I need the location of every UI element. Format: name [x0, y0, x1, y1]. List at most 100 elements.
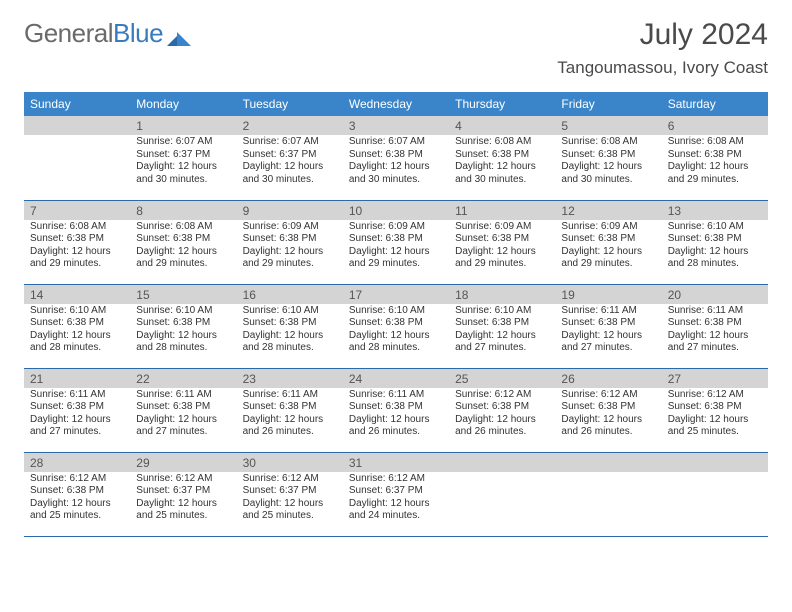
- calendar-day-cell: 13Sunrise: 6:10 AMSunset: 6:38 PMDayligh…: [662, 200, 768, 284]
- weekday-header: Friday: [555, 92, 661, 116]
- day-number: 30: [237, 453, 343, 472]
- day-number: 2: [237, 116, 343, 135]
- calendar-day-cell: 26Sunrise: 6:12 AMSunset: 6:38 PMDayligh…: [555, 368, 661, 452]
- weekday-header: Monday: [130, 92, 236, 116]
- day-details: Sunrise: 6:11 AMSunset: 6:38 PMDaylight:…: [343, 388, 449, 441]
- calendar-day-cell: 4Sunrise: 6:08 AMSunset: 6:38 PMDaylight…: [449, 116, 555, 200]
- calendar-day-cell: 27Sunrise: 6:12 AMSunset: 6:38 PMDayligh…: [662, 368, 768, 452]
- day-details: Sunrise: 6:08 AMSunset: 6:38 PMDaylight:…: [130, 220, 236, 273]
- day-details: Sunrise: 6:10 AMSunset: 6:38 PMDaylight:…: [662, 220, 768, 273]
- day-number: 23: [237, 369, 343, 388]
- day-details: Sunrise: 6:11 AMSunset: 6:38 PMDaylight:…: [24, 388, 130, 441]
- day-details: Sunrise: 6:10 AMSunset: 6:38 PMDaylight:…: [130, 304, 236, 357]
- day-details: Sunrise: 6:09 AMSunset: 6:38 PMDaylight:…: [555, 220, 661, 273]
- day-number: 21: [24, 369, 130, 388]
- day-details: Sunrise: 6:12 AMSunset: 6:37 PMDaylight:…: [343, 472, 449, 525]
- day-number: 11: [449, 201, 555, 220]
- calendar-week-row: 14Sunrise: 6:10 AMSunset: 6:38 PMDayligh…: [24, 284, 768, 368]
- calendar-day-cell: 24Sunrise: 6:11 AMSunset: 6:38 PMDayligh…: [343, 368, 449, 452]
- weekday-header: Thursday: [449, 92, 555, 116]
- calendar-day-cell: 29Sunrise: 6:12 AMSunset: 6:37 PMDayligh…: [130, 452, 236, 536]
- day-number: 12: [555, 201, 661, 220]
- calendar-day-cell: 22Sunrise: 6:11 AMSunset: 6:38 PMDayligh…: [130, 368, 236, 452]
- day-number: 28: [24, 453, 130, 472]
- location: Tangoumassou, Ivory Coast: [557, 58, 768, 78]
- calendar-day-cell: 28Sunrise: 6:12 AMSunset: 6:38 PMDayligh…: [24, 452, 130, 536]
- weekday-header: Tuesday: [237, 92, 343, 116]
- calendar-day-cell: [555, 452, 661, 536]
- day-number: 9: [237, 201, 343, 220]
- day-details: Sunrise: 6:08 AMSunset: 6:38 PMDaylight:…: [555, 135, 661, 188]
- calendar-day-cell: 30Sunrise: 6:12 AMSunset: 6:37 PMDayligh…: [237, 452, 343, 536]
- day-number: 24: [343, 369, 449, 388]
- weekday-header: Saturday: [662, 92, 768, 116]
- day-details: Sunrise: 6:12 AMSunset: 6:37 PMDaylight:…: [237, 472, 343, 525]
- day-details: Sunrise: 6:11 AMSunset: 6:38 PMDaylight:…: [555, 304, 661, 357]
- day-number: 29: [130, 453, 236, 472]
- calendar-day-cell: 2Sunrise: 6:07 AMSunset: 6:37 PMDaylight…: [237, 116, 343, 200]
- day-number: 27: [662, 369, 768, 388]
- logo-mark-icon: [167, 24, 193, 44]
- day-details: Sunrise: 6:07 AMSunset: 6:37 PMDaylight:…: [237, 135, 343, 188]
- calendar-day-cell: 6Sunrise: 6:08 AMSunset: 6:38 PMDaylight…: [662, 116, 768, 200]
- calendar-day-cell: 17Sunrise: 6:10 AMSunset: 6:38 PMDayligh…: [343, 284, 449, 368]
- calendar-day-cell: 15Sunrise: 6:10 AMSunset: 6:38 PMDayligh…: [130, 284, 236, 368]
- day-details: Sunrise: 6:12 AMSunset: 6:38 PMDaylight:…: [662, 388, 768, 441]
- title-block: July 2024 Tangoumassou, Ivory Coast: [557, 18, 768, 78]
- day-number: 18: [449, 285, 555, 304]
- calendar-week-row: 7Sunrise: 6:08 AMSunset: 6:38 PMDaylight…: [24, 200, 768, 284]
- calendar-page: GeneralBlue July 2024 Tangoumassou, Ivor…: [0, 0, 792, 537]
- day-details: Sunrise: 6:08 AMSunset: 6:38 PMDaylight:…: [24, 220, 130, 273]
- calendar-day-cell: 21Sunrise: 6:11 AMSunset: 6:38 PMDayligh…: [24, 368, 130, 452]
- calendar-day-cell: [662, 452, 768, 536]
- day-number: 5: [555, 116, 661, 135]
- day-number: 15: [130, 285, 236, 304]
- calendar-day-cell: 31Sunrise: 6:12 AMSunset: 6:37 PMDayligh…: [343, 452, 449, 536]
- calendar-day-cell: 12Sunrise: 6:09 AMSunset: 6:38 PMDayligh…: [555, 200, 661, 284]
- day-details: Sunrise: 6:11 AMSunset: 6:38 PMDaylight:…: [130, 388, 236, 441]
- day-number: 20: [662, 285, 768, 304]
- day-details: Sunrise: 6:09 AMSunset: 6:38 PMDaylight:…: [237, 220, 343, 273]
- day-number: 6: [662, 116, 768, 135]
- calendar-day-cell: 14Sunrise: 6:10 AMSunset: 6:38 PMDayligh…: [24, 284, 130, 368]
- day-number: 8: [130, 201, 236, 220]
- day-number: 17: [343, 285, 449, 304]
- day-number: 4: [449, 116, 555, 135]
- calendar-day-cell: 18Sunrise: 6:10 AMSunset: 6:38 PMDayligh…: [449, 284, 555, 368]
- day-details: Sunrise: 6:10 AMSunset: 6:38 PMDaylight:…: [237, 304, 343, 357]
- calendar-body: 1Sunrise: 6:07 AMSunset: 6:37 PMDaylight…: [24, 116, 768, 536]
- day-details: Sunrise: 6:10 AMSunset: 6:38 PMDaylight:…: [24, 304, 130, 357]
- day-number: 1: [130, 116, 236, 135]
- calendar-day-cell: 20Sunrise: 6:11 AMSunset: 6:38 PMDayligh…: [662, 284, 768, 368]
- calendar-day-cell: 5Sunrise: 6:08 AMSunset: 6:38 PMDaylight…: [555, 116, 661, 200]
- weekday-header: Sunday: [24, 92, 130, 116]
- month-title: July 2024: [557, 18, 768, 52]
- day-number: 14: [24, 285, 130, 304]
- calendar-day-cell: 8Sunrise: 6:08 AMSunset: 6:38 PMDaylight…: [130, 200, 236, 284]
- day-number: 19: [555, 285, 661, 304]
- calendar-week-row: 1Sunrise: 6:07 AMSunset: 6:37 PMDaylight…: [24, 116, 768, 200]
- day-details: Sunrise: 6:10 AMSunset: 6:38 PMDaylight:…: [449, 304, 555, 357]
- calendar-day-cell: 11Sunrise: 6:09 AMSunset: 6:38 PMDayligh…: [449, 200, 555, 284]
- day-details: Sunrise: 6:12 AMSunset: 6:38 PMDaylight:…: [24, 472, 130, 525]
- calendar-day-cell: 1Sunrise: 6:07 AMSunset: 6:37 PMDaylight…: [130, 116, 236, 200]
- day-number: 25: [449, 369, 555, 388]
- logo-text-1: General: [24, 18, 113, 49]
- day-details: Sunrise: 6:11 AMSunset: 6:38 PMDaylight:…: [662, 304, 768, 357]
- calendar-day-cell: 23Sunrise: 6:11 AMSunset: 6:38 PMDayligh…: [237, 368, 343, 452]
- calendar-day-cell: [449, 452, 555, 536]
- calendar-week-row: 21Sunrise: 6:11 AMSunset: 6:38 PMDayligh…: [24, 368, 768, 452]
- calendar-week-row: 28Sunrise: 6:12 AMSunset: 6:38 PMDayligh…: [24, 452, 768, 536]
- header: GeneralBlue July 2024 Tangoumassou, Ivor…: [24, 18, 768, 82]
- logo: GeneralBlue: [24, 18, 193, 49]
- calendar-day-cell: [24, 116, 130, 200]
- day-number: 22: [130, 369, 236, 388]
- calendar-day-cell: 7Sunrise: 6:08 AMSunset: 6:38 PMDaylight…: [24, 200, 130, 284]
- day-details: Sunrise: 6:12 AMSunset: 6:38 PMDaylight:…: [449, 388, 555, 441]
- weekday-header-row: SundayMondayTuesdayWednesdayThursdayFrid…: [24, 92, 768, 116]
- day-details: Sunrise: 6:12 AMSunset: 6:38 PMDaylight:…: [555, 388, 661, 441]
- day-number: 10: [343, 201, 449, 220]
- day-details: Sunrise: 6:08 AMSunset: 6:38 PMDaylight:…: [662, 135, 768, 188]
- day-number: 31: [343, 453, 449, 472]
- day-details: Sunrise: 6:07 AMSunset: 6:37 PMDaylight:…: [130, 135, 236, 188]
